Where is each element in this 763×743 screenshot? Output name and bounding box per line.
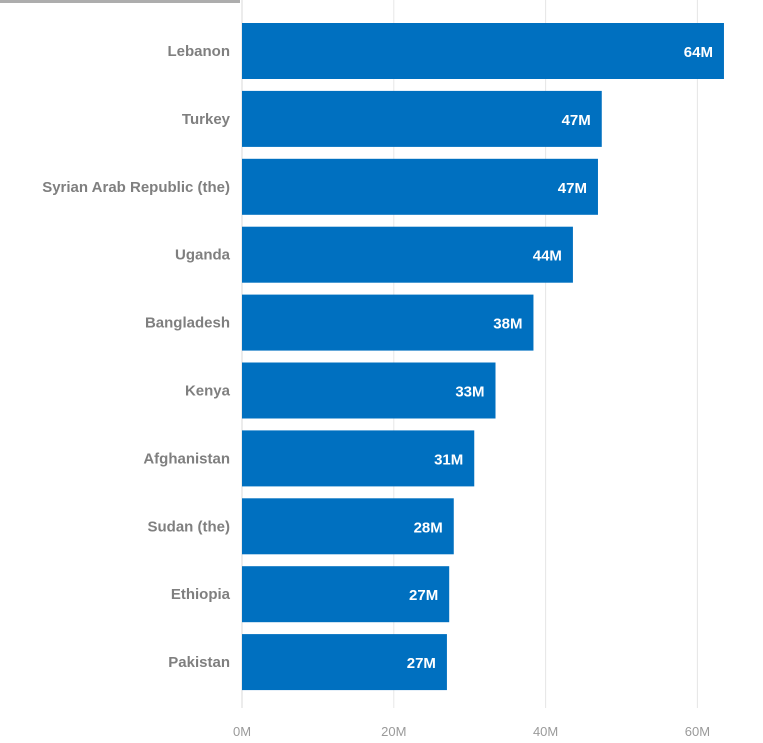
bar-pakistan (242, 634, 447, 691)
category-label-sudan-the: Sudan (the) (148, 518, 231, 535)
clipped-title-fragment-shape (0, 0, 240, 3)
data-label-lebanon: 64M (684, 44, 713, 61)
category-label-ethiopia: Ethiopia (171, 586, 231, 603)
bars (242, 23, 724, 691)
data-label-pakistan: 27M (407, 655, 436, 672)
clipped-title-fragment (0, 0, 240, 3)
bar-lebanon (242, 23, 724, 79)
data-label-sudan-the: 28M (414, 519, 443, 536)
x-tick-label-20: 20M (381, 724, 406, 738)
category-label-turkey: Turkey (182, 111, 231, 128)
data-label-uganda: 44M (533, 248, 562, 265)
data-label-turkey: 47M (562, 112, 591, 129)
bar-sudan-the (242, 498, 454, 555)
bar-ethiopia (242, 566, 450, 623)
data-label-syrian-arab-republic-the: 47M (558, 180, 587, 197)
bar-syrian-arab-republic-the (242, 158, 598, 215)
category-label-uganda: Uganda (175, 247, 231, 264)
bar-afghanistan (242, 430, 475, 487)
data-label-bangladesh: 38M (493, 316, 522, 333)
category-label-lebanon: Lebanon (168, 43, 231, 60)
data-label-ethiopia: 27M (409, 587, 438, 604)
category-labels: Lebanon Turkey Syrian Arab Republic (the) U… (42, 43, 230, 671)
bar-turkey (242, 90, 602, 147)
x-tick-label-0: 0M (233, 724, 251, 738)
data-label-kenya: 33M (455, 384, 484, 401)
bar-bangladesh (242, 294, 534, 351)
category-label-syrian-arab-republic-the: Syrian Arab Republic (the) (42, 179, 230, 196)
x-tick-label-40: 40M (533, 724, 558, 738)
category-label-kenya: Kenya (185, 383, 231, 400)
x-axis-ticks: 0M 20M 40M 60M (233, 724, 710, 739)
x-tick-label-60: 60M (685, 724, 710, 738)
category-label-bangladesh: Bangladesh (145, 315, 230, 332)
bar-kenya (242, 362, 496, 419)
data-label-afghanistan: 31M (434, 451, 463, 468)
bar-uganda (242, 226, 573, 283)
data-labels: 64M 47M 47M 44M 38M 33M 31M 28M 27M 27M (407, 44, 713, 672)
category-label-afghanistan: Afghanistan (143, 450, 230, 467)
category-label-pakistan: Pakistan (168, 654, 230, 671)
